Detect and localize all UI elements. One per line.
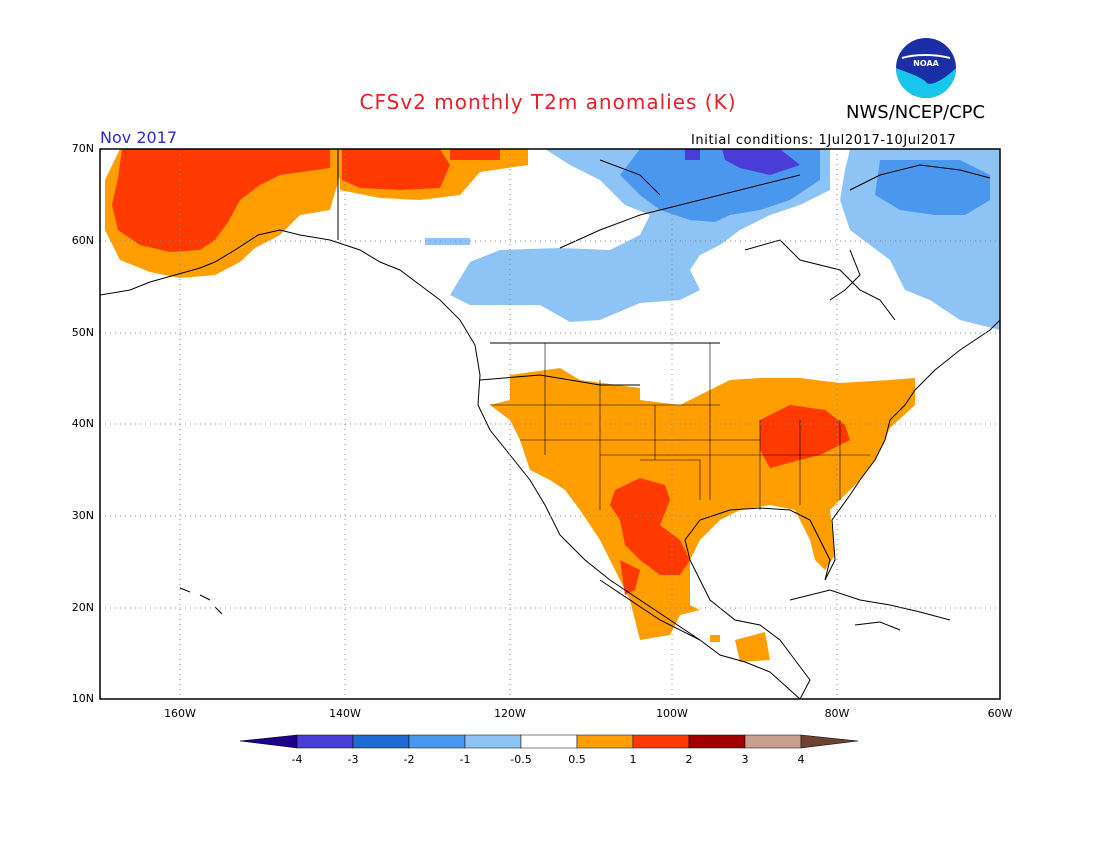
colorbar-label: -2 [403, 753, 415, 766]
anomaly-canada-cold [425, 149, 1000, 330]
colorbar-label: 2 [685, 753, 693, 766]
colorbar-label: 1 [629, 753, 637, 766]
colorbar-label: 0.5 [568, 753, 586, 766]
state-boundaries [490, 343, 870, 510]
lat-label-60n: 60N [71, 234, 94, 247]
lat-label-40n: 40N [71, 417, 94, 430]
forecast-month: Nov 2017 [100, 128, 178, 147]
gridlines [100, 149, 1000, 699]
anomaly-conus-warm [490, 368, 915, 662]
agency-label: NWS/NCEP/CPC [846, 102, 986, 123]
colorbar-label: -0.5 [510, 753, 532, 766]
lat-label-50n: 50N [71, 326, 94, 339]
lon-label-120w: 120W [494, 707, 526, 720]
lon-label-100w: 100W [656, 707, 688, 720]
colorbar-arrow-left [239, 734, 298, 749]
coastlines [100, 149, 1000, 699]
lon-label-160w: 160W [164, 707, 196, 720]
lat-label-10n: 10N [71, 692, 94, 705]
lat-label-70n: 70N [71, 142, 94, 155]
lon-label-60w: 60W [987, 707, 1013, 720]
lon-label-80w: 80W [824, 707, 850, 720]
colorbar-label: -3 [347, 753, 359, 766]
map-frame [99, 148, 1001, 700]
initial-conditions: Initial conditions: 1Jul2017-10Jul2017 [691, 133, 957, 148]
colorbar-arrow-right [800, 734, 859, 749]
lat-label-20n: 20N [71, 601, 94, 614]
anomaly-alaska [105, 149, 340, 278]
colorbar-label: 3 [741, 753, 749, 766]
anomaly-arctic-warm [338, 149, 528, 200]
colorbar-label: -4 [291, 753, 303, 766]
lon-label-140w: 140W [329, 707, 361, 720]
map-title: CFSv2 monthly T2m anomalies (K) [359, 90, 737, 114]
colorbar [239, 734, 859, 749]
lat-label-30n: 30N [71, 509, 94, 522]
colorbar-label: -1 [459, 753, 471, 766]
colorbar-label: 4 [797, 753, 805, 766]
